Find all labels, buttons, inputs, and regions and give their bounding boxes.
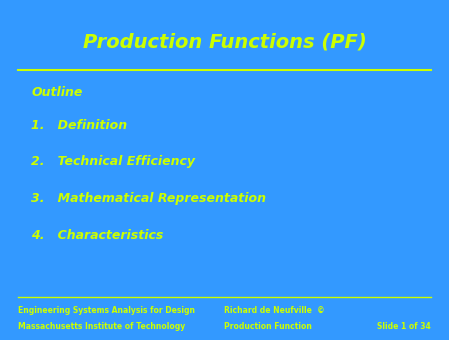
Text: Production Functions (PF): Production Functions (PF) — [83, 33, 366, 52]
Text: Richard de Neufville  ©: Richard de Neufville © — [224, 306, 325, 315]
Text: 2.   Technical Efficiency: 2. Technical Efficiency — [31, 155, 195, 168]
Text: 4.   Characteristics: 4. Characteristics — [31, 229, 164, 242]
Text: Outline: Outline — [31, 86, 83, 99]
Text: 3.   Mathematical Representation: 3. Mathematical Representation — [31, 192, 266, 205]
Text: Engineering Systems Analysis for Design: Engineering Systems Analysis for Design — [18, 306, 195, 315]
Text: Slide 1 of 34: Slide 1 of 34 — [377, 322, 431, 330]
Text: Production Function: Production Function — [224, 322, 313, 330]
Text: Massachusetts Institute of Technology: Massachusetts Institute of Technology — [18, 322, 185, 330]
Text: 1.   Definition: 1. Definition — [31, 119, 128, 132]
